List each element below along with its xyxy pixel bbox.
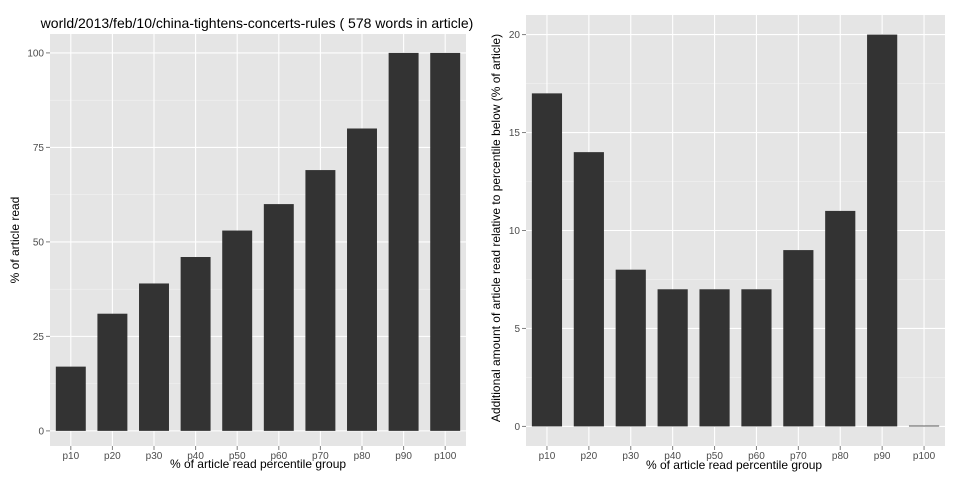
bar-p40 xyxy=(657,289,688,427)
bar-p80 xyxy=(825,210,856,427)
x-tick-label: p50 xyxy=(706,451,723,462)
y-tick-label: 15 xyxy=(509,128,521,139)
x-tick-label: p60 xyxy=(270,451,287,462)
bar-p10 xyxy=(531,93,563,427)
y-tick-label: 0 xyxy=(38,426,44,437)
x-tick-label: p90 xyxy=(874,451,891,462)
bar-p40 xyxy=(180,257,211,431)
bar-p20 xyxy=(97,313,128,431)
bar-p90 xyxy=(867,34,898,427)
bar-p10 xyxy=(55,366,86,431)
bar-p80 xyxy=(347,128,377,431)
x-tick-label: p80 xyxy=(354,451,371,462)
bar-p100 xyxy=(430,52,461,431)
x-tick-label: p100 xyxy=(913,451,936,462)
x-tick-label: p10 xyxy=(62,451,79,462)
chart-1-title: world/2013/feb/10/china-tightens-concert… xyxy=(40,15,474,31)
y-tick-label: 5 xyxy=(514,324,520,335)
x-tick-label: p20 xyxy=(581,451,598,462)
x-tick-label: p40 xyxy=(187,451,204,462)
x-tick-label: p10 xyxy=(539,451,556,462)
x-tick-label: p30 xyxy=(146,451,163,462)
bar-p30 xyxy=(615,269,646,427)
x-tick-label: p100 xyxy=(434,451,457,462)
chart-2-bars xyxy=(531,34,940,427)
chart-2-y-ticks: 0 5 10 15 20 xyxy=(509,30,526,433)
bar-p70 xyxy=(305,170,336,431)
chart-1-x-axis-title: % of article read percentile group xyxy=(170,457,346,471)
x-tick-label: p90 xyxy=(395,451,412,462)
x-tick-label: p60 xyxy=(748,451,765,462)
bar-p60 xyxy=(263,204,294,431)
bar-p50 xyxy=(699,289,730,427)
chart-1-y-ticks: 0 25 50 75 100 xyxy=(27,48,50,437)
x-tick-label: p30 xyxy=(622,451,639,462)
y-tick-label: 100 xyxy=(27,48,44,59)
bar-p90 xyxy=(388,52,419,431)
y-tick-label: 75 xyxy=(33,143,45,154)
x-tick-label: p40 xyxy=(664,451,681,462)
chart-2-x-axis-title: % of article read percentile group xyxy=(646,458,822,472)
x-tick-label: p50 xyxy=(229,451,246,462)
y-tick-label: 20 xyxy=(509,30,521,41)
chart-1-y-axis-title: % of article read xyxy=(8,197,22,284)
y-tick-label: 25 xyxy=(33,332,45,343)
bar-p100 xyxy=(908,425,940,427)
y-tick-label: 0 xyxy=(514,422,520,433)
chart-2-y-axis-title: Additional amount of article read relati… xyxy=(489,34,503,422)
bar-p70 xyxy=(783,250,814,427)
y-tick-label: 10 xyxy=(509,226,521,237)
chart-1-x-ticks: p10 p20 p30 p40 p50 p60 p70 p80 p90 p100 xyxy=(62,446,457,462)
chart-1-bars xyxy=(55,52,461,431)
x-tick-label: p20 xyxy=(104,451,121,462)
bar-p30 xyxy=(139,283,169,431)
x-tick-label: p80 xyxy=(832,451,849,462)
bar-p50 xyxy=(222,230,253,431)
x-tick-label: p70 xyxy=(790,451,807,462)
x-tick-label: p70 xyxy=(312,451,329,462)
bar-p60 xyxy=(741,289,772,427)
y-tick-label: 50 xyxy=(33,237,45,248)
chart-2-x-ticks: p10 p20 p30 p40 p50 p60 p70 p80 p90 p100 xyxy=(539,446,936,462)
bar-p20 xyxy=(573,152,604,427)
chart-2: 0 5 10 15 20 p10 p20 p30 p40 p50 p60 p70 p80 p90 p100… xyxy=(489,15,945,472)
